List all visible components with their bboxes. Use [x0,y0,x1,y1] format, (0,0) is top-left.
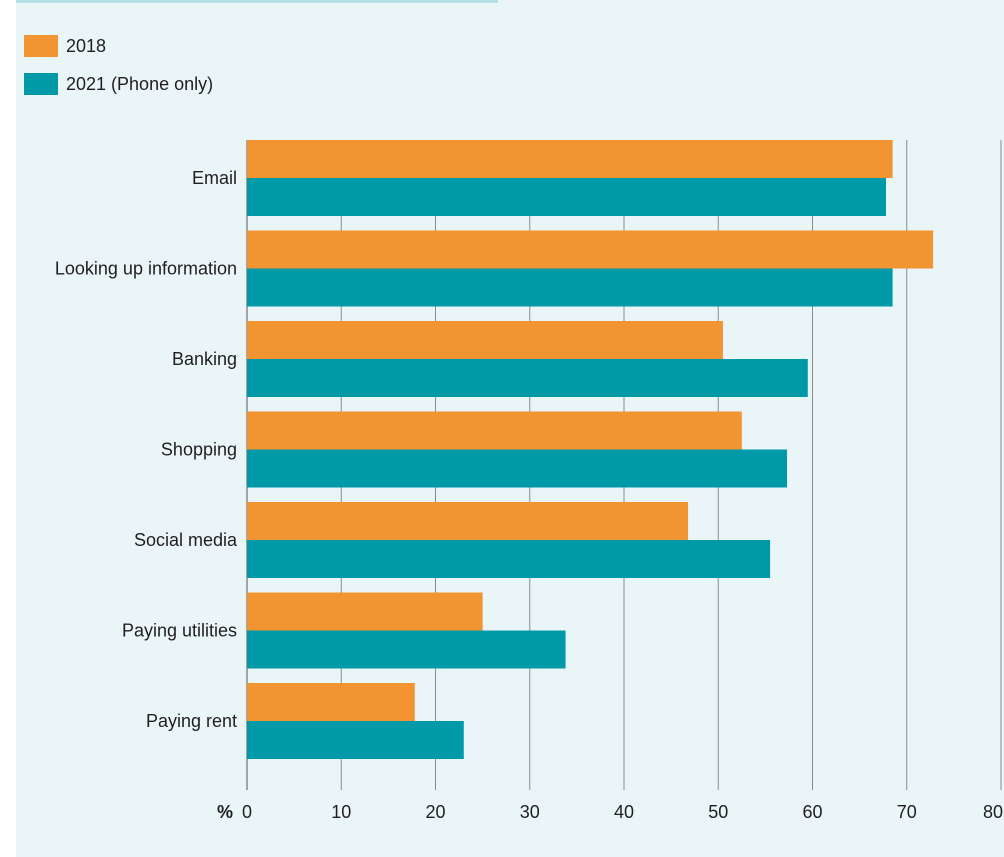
x-tick-label: 30 [520,802,540,822]
bar-2018 [247,411,742,450]
bar-2018 [247,683,415,721]
top-divider [16,0,498,3]
legend-swatch-2018 [24,35,58,57]
bar-2018 [247,321,723,359]
bar-2018 [247,230,934,269]
x-tick-label: 20 [425,802,445,822]
legend-item-2018: 2018 [24,35,106,57]
legend-label-2018: 2018 [66,35,107,56]
bar-2021 [247,268,893,307]
category-label: Email [192,168,237,188]
bar-2018 [247,592,483,631]
category-label: Paying utilities [122,621,237,641]
x-tick-label: 0 [242,802,252,822]
bar-2021 [247,178,887,216]
bar-2021 [247,359,808,397]
category-label: Social media [134,530,238,550]
x-tick-label: 80 [983,802,1003,822]
bar-2021 [247,630,566,669]
x-tick-label: 40 [614,802,634,822]
x-tick-label: 60 [802,802,822,822]
x-tick-label: 50 [708,802,728,822]
legend-label-2021: 2021 (Phone only) [66,73,214,94]
x-tick-label: 10 [331,802,351,822]
bar-2018 [247,502,689,540]
legend-item-2021: 2021 (Phone only) [24,73,213,95]
x-tick-label: 70 [897,802,917,822]
bar-2021 [247,449,788,488]
bar-2021 [247,540,771,578]
category-label: Banking [172,349,237,369]
bar-2018 [247,140,893,178]
bar-2021 [247,721,464,759]
x-unit-label: % [217,802,233,822]
category-label: Paying rent [146,711,237,731]
legend-swatch-2021 [24,73,58,95]
category-label: Shopping [161,440,237,460]
category-label: Looking up information [55,259,237,279]
